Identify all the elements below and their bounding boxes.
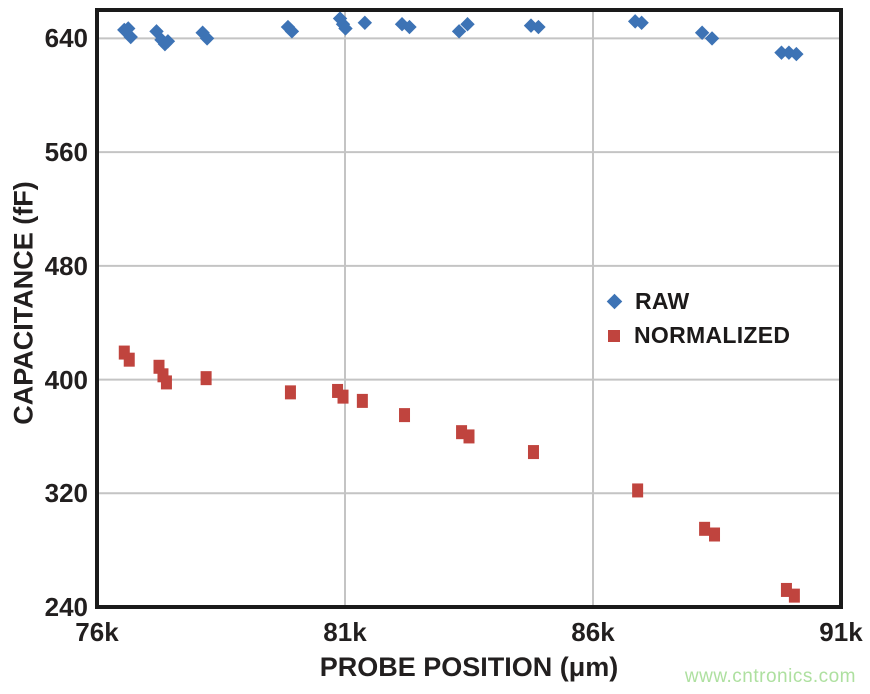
- normalized-point: [709, 527, 721, 542]
- raw-point: [160, 34, 176, 49]
- raw-point: [781, 45, 797, 60]
- legend-item-normalized: NORMALIZED: [606, 322, 790, 349]
- normalized-point: [780, 582, 792, 597]
- normalized-point: [123, 352, 135, 367]
- y-tick-label-320: 320: [44, 478, 88, 509]
- raw-point: [123, 29, 138, 45]
- diamond-icon: [606, 293, 623, 310]
- normalized-point: [160, 375, 172, 390]
- plot-frame: [95, 8, 843, 609]
- legend: RAW NORMALIZED: [606, 288, 790, 356]
- raw-point: [531, 19, 546, 35]
- raw-point: [284, 24, 300, 39]
- normalized-point: [153, 359, 165, 374]
- y-tick-label-400: 400: [44, 364, 88, 395]
- legend-label-raw: RAW: [635, 288, 690, 314]
- raw-point: [634, 15, 649, 30]
- x-tick-label-76k: 76k: [75, 617, 119, 647]
- y-tick-label-240: 240: [44, 592, 88, 622]
- normalized-point: [200, 371, 212, 386]
- normalized-point: [463, 429, 475, 444]
- square-icon: [608, 329, 620, 342]
- raw-point: [704, 31, 720, 46]
- legend-label-normalized: NORMALIZED: [634, 322, 791, 348]
- raw-point: [338, 21, 353, 36]
- x-axis-title: PROBE POSITION (μm): [319, 652, 619, 682]
- y-tick-label-480: 480: [44, 250, 88, 281]
- raw-point: [460, 17, 475, 32]
- normalized-point: [118, 345, 130, 360]
- y-tick-label-560: 560: [44, 137, 88, 168]
- raw-point: [280, 19, 296, 35]
- normalized-point: [456, 425, 468, 440]
- gridlines: [97, 10, 841, 607]
- raw-point: [402, 19, 417, 35]
- raw-point: [357, 15, 373, 30]
- x-tick-label-86k: 86k: [571, 617, 615, 647]
- normalized-point: [356, 393, 368, 408]
- raw-point: [774, 45, 789, 60]
- data-points: [117, 11, 804, 603]
- normalized-point: [788, 588, 800, 603]
- y-axis-title: CAPACITANCE (fF): [8, 181, 39, 425]
- normalized-point: [399, 408, 411, 423]
- normalized-point: [632, 483, 644, 498]
- x-tick-label-91k: 91k: [819, 617, 863, 647]
- watermark-text: www.cntronics.com: [684, 666, 856, 687]
- x-tick-label-81k: 81k: [323, 617, 367, 647]
- raw-point: [451, 24, 467, 39]
- raw-point: [627, 14, 643, 29]
- normalized-point: [337, 389, 349, 404]
- raw-point: [789, 46, 804, 62]
- legend-item-raw: RAW: [606, 288, 790, 315]
- normalized-point: [284, 385, 296, 400]
- raw-point: [199, 31, 215, 46]
- normalized-point: [699, 521, 711, 536]
- normalized-point: [527, 445, 539, 460]
- raw-point: [694, 25, 710, 40]
- normalized-point: [157, 368, 169, 383]
- y-tick-label-640: 640: [44, 23, 88, 54]
